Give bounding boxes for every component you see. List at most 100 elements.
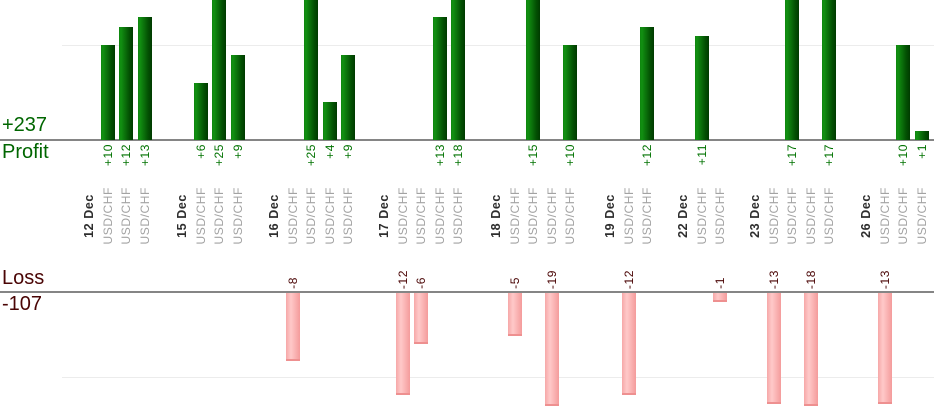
symbol-label-wrap: USD/CHF xyxy=(449,182,467,249)
profit-axis-line xyxy=(0,139,934,141)
profit-bar-label: +9 xyxy=(230,144,245,159)
profit-bar xyxy=(785,0,799,140)
profit-bar xyxy=(451,0,465,140)
date-label-wrap: 12 Dec xyxy=(80,182,98,249)
profit-bar-label: +12 xyxy=(640,144,654,167)
symbol-label-wrap: USD/CHF xyxy=(284,182,302,249)
symbol-label-wrap: USD/CHF xyxy=(543,182,561,249)
date-label: 16 Dec xyxy=(267,193,281,238)
profit-gridline xyxy=(62,45,934,46)
loss-bar-label-wrap: -18 xyxy=(802,270,820,289)
profit-bar xyxy=(212,0,226,140)
date-label-wrap: 19 Dec xyxy=(601,182,619,249)
profit-bar-label: +10 xyxy=(563,144,577,167)
symbol-label-wrap: USD/CHF xyxy=(321,182,339,249)
symbol-label-wrap: USD/CHF xyxy=(820,182,838,249)
loss-bar-label: -6 xyxy=(414,277,428,289)
symbol-label-wrap: USD/CHF xyxy=(302,182,320,249)
symbol-label: USD/CHF xyxy=(621,186,636,245)
loss-bar-label-wrap: -5 xyxy=(506,277,524,289)
loss-bar-label: -13 xyxy=(877,269,892,289)
profit-bar xyxy=(230,55,245,140)
symbol-label: USD/CHF xyxy=(193,186,208,245)
loss-bar-label: -12 xyxy=(395,269,410,289)
profit-bar-label: +1 xyxy=(914,144,929,159)
profit-bar-label: +25 xyxy=(304,144,318,167)
symbol-label: USD/CHF xyxy=(119,186,133,245)
date-label: 17 Dec xyxy=(377,193,391,238)
profit-bar xyxy=(432,17,447,140)
profit-bar-label: +17 xyxy=(822,144,836,167)
profit-bar xyxy=(341,55,355,140)
symbol-label: USD/CHF xyxy=(766,186,781,245)
loss-bar xyxy=(621,293,636,395)
profit-bar-label-wrap: +6 xyxy=(192,144,210,159)
profit-bar xyxy=(322,102,337,140)
symbol-label: USD/CHF xyxy=(395,186,410,245)
profit-bar-label-wrap: +12 xyxy=(117,144,135,166)
symbol-label-wrap: USD/CHF xyxy=(99,182,117,249)
profit-bar-label: +15 xyxy=(526,144,540,167)
symbol-label: USD/CHF xyxy=(432,186,447,245)
profit-bar xyxy=(896,45,910,140)
date-label: 23 Dec xyxy=(748,193,762,238)
profit-bar-label-wrap: +1 xyxy=(913,144,931,159)
profit-bar-label-wrap: +4 xyxy=(321,144,339,159)
date-label: 19 Dec xyxy=(603,193,617,238)
symbol-label-wrap: USD/CHF xyxy=(506,182,524,249)
loss-bar xyxy=(414,293,428,344)
date-label-wrap: 17 Dec xyxy=(375,182,393,249)
loss-bar-label-wrap: -12 xyxy=(394,270,412,289)
profit-bar-label-wrap: +13 xyxy=(431,144,449,166)
symbol-label-wrap: USD/CHF xyxy=(711,182,729,249)
symbol-label: USD/CHF xyxy=(322,186,337,245)
profit-bar xyxy=(640,27,654,140)
date-label: 18 Dec xyxy=(489,193,503,238)
loss-bar-label-wrap: -12 xyxy=(620,270,638,289)
symbol-label-wrap: USD/CHF xyxy=(192,182,210,249)
symbol-label: USD/CHF xyxy=(563,186,577,245)
profit-bar-label: +12 xyxy=(119,144,133,167)
profit-bar-label: +10 xyxy=(100,144,115,167)
symbol-label: USD/CHF xyxy=(230,186,245,245)
loss-bar xyxy=(713,293,727,302)
profit-bar xyxy=(304,0,318,140)
loss-bar-label: -12 xyxy=(621,269,636,289)
symbol-label-wrap: USD/CHF xyxy=(802,182,820,249)
profit-bar-label: +25 xyxy=(212,144,226,167)
symbol-label: USD/CHF xyxy=(713,186,727,245)
loss-axis-line xyxy=(0,291,934,293)
profit-bar xyxy=(137,17,152,140)
symbol-label-wrap: USD/CHF xyxy=(783,182,801,249)
symbol-label: USD/CHF xyxy=(803,186,818,245)
profit-bar-label-wrap: +11 xyxy=(693,144,711,165)
loss-bar xyxy=(877,293,892,404)
date-label-wrap: 26 Dec xyxy=(857,182,875,249)
symbol-label-wrap: USD/CHF xyxy=(913,182,931,249)
profit-bar-label: +13 xyxy=(137,144,152,167)
symbol-label: USD/CHF xyxy=(451,186,465,245)
symbol-label: USD/CHF xyxy=(896,186,910,245)
symbol-label: USD/CHF xyxy=(877,186,892,245)
symbol-label: USD/CHF xyxy=(285,186,300,245)
loss-total-label: -107 xyxy=(2,293,43,315)
symbol-label: USD/CHF xyxy=(526,186,540,245)
symbol-label: USD/CHF xyxy=(507,186,522,245)
symbol-label-wrap: USD/CHF xyxy=(136,182,154,249)
profit-bar xyxy=(563,45,577,140)
loss-bar-label: -1 xyxy=(713,277,727,289)
symbol-label: USD/CHF xyxy=(304,186,318,245)
loss-bar-label: -13 xyxy=(766,269,781,289)
profit-bar-label: +17 xyxy=(785,144,799,167)
profit-total-label: +237 xyxy=(2,114,48,136)
loss-bar-label-wrap: -6 xyxy=(412,277,430,289)
loss-bar xyxy=(507,293,522,336)
profit-bar-label-wrap: +12 xyxy=(638,144,656,166)
date-label-wrap: 22 Dec xyxy=(674,182,692,249)
profit-bar xyxy=(694,36,709,140)
loss-gridline xyxy=(62,377,934,378)
symbol-label-wrap: USD/CHF xyxy=(394,182,412,249)
loss-bar-label-wrap: -19 xyxy=(543,270,561,289)
date-label: 26 Dec xyxy=(859,193,873,238)
symbol-label-wrap: USD/CHF xyxy=(765,182,783,249)
